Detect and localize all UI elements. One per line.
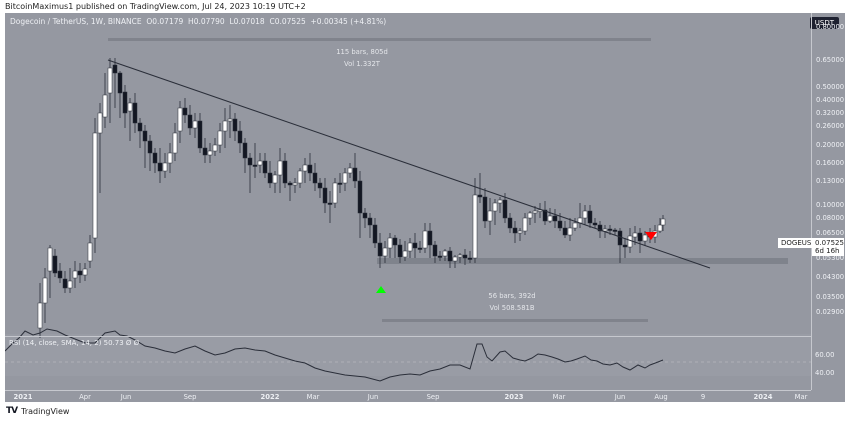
time-tick: 2021 <box>13 393 33 401</box>
price-tick: 0.08000 <box>816 214 845 222</box>
footer: TV TradingView <box>6 406 69 416</box>
time-tick: Sep <box>183 393 197 401</box>
ticker-label: DOGEUSDT <box>778 238 824 248</box>
rsi-legend: RSI (14, close, SMA, 14, 2) 50.73 Ø Ø <box>9 339 140 347</box>
price-tick: 0.80000 <box>816 23 845 31</box>
price-tick: 0.50000 <box>816 83 845 91</box>
price-tick: 0.13000 <box>816 177 845 185</box>
currency-button[interactable]: USDT <box>809 17 839 29</box>
time-tick: Aug <box>654 393 668 401</box>
symbol-legend: Dogecoin / TetherUS, 1W, BINANCE O0.0717… <box>10 17 387 26</box>
symbol-name: Dogecoin / TetherUS, 1W, BINANCE <box>10 17 142 26</box>
time-tick: Jun <box>614 393 626 401</box>
time-tick: Jun <box>120 393 132 401</box>
chart-frame[interactable]: Dogecoin / TetherUS, 1W, BINANCE O0.0717… <box>5 13 845 402</box>
price-tick: 0.02900 <box>816 308 845 316</box>
price-tick: 0.32000 <box>816 109 845 117</box>
price-tick: 0.40000 <box>816 96 845 104</box>
low-value: 0.07018 <box>233 17 265 26</box>
change-value: +0.00345 (+4.81%) <box>310 17 387 26</box>
price-tick: 0.10000 <box>816 201 845 209</box>
time-tick: Sep <box>426 393 440 401</box>
brand-name: TradingView <box>21 406 70 416</box>
rsi-tick-40: 40.00 <box>815 369 835 377</box>
rsi-tick-60: 60.00 <box>815 351 835 359</box>
close-value: 0.07525 <box>274 17 306 26</box>
tradingview-logo-icon: TV <box>6 406 18 416</box>
price-tick: 0.06500 <box>816 229 845 237</box>
time-axis[interactable]: 2021 Apr Jun Sep 2022 Mar Jun Sep 2023 Mar Jun Aug 9… <box>5 390 811 403</box>
publisher-line: BitcoinMaximus1 published on TradingView… <box>5 2 306 11</box>
measure-bottom: 56 bars, 392d Vol 508.581B <box>488 292 536 312</box>
time-tick: Jun <box>367 393 379 401</box>
high-value: 0.07790 <box>193 17 225 26</box>
open-value: 0.07179 <box>152 17 184 26</box>
price-tick: 0.03500 <box>816 293 845 301</box>
time-tick: 9 <box>700 393 706 401</box>
price-axis[interactable]: 0.80000 0.65000 0.50000 0.40000 0.32000 0.260… <box>811 13 846 390</box>
time-tick: Mar <box>552 393 566 401</box>
price-tick: 0.16000 <box>816 159 845 167</box>
price-tick: 0.26000 <box>816 122 845 130</box>
time-tick: 2022 <box>260 393 280 401</box>
price-tick: 0.05300 <box>816 254 845 262</box>
measure-top: 115 bars, 805d Vol 1.332T <box>336 48 388 68</box>
time-tick: 2024 <box>753 393 773 401</box>
time-tick: Mar <box>306 393 320 401</box>
last-price-label: 0.07525 6d 16h <box>812 238 844 256</box>
pane-separator[interactable] <box>5 336 811 337</box>
time-tick: Apr <box>79 393 91 401</box>
time-tick: Mar <box>794 393 808 401</box>
price-tick: 0.20000 <box>816 141 845 149</box>
price-tick: 0.04300 <box>816 273 845 281</box>
time-tick: 2023 <box>504 393 524 401</box>
price-tick: 0.65000 <box>816 56 845 64</box>
price-chart[interactable] <box>5 13 845 402</box>
